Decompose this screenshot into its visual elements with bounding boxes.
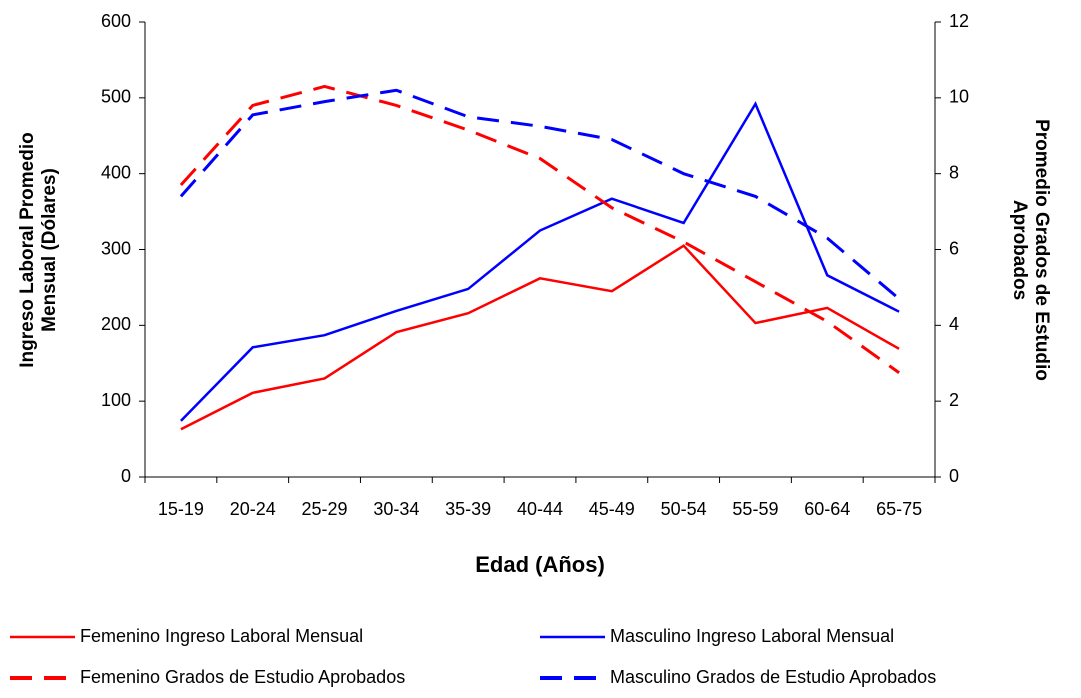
x-tick-label: 60-64 <box>804 499 850 519</box>
x-tick-label: 30-34 <box>373 499 419 519</box>
y-tick-label: 0 <box>121 466 131 486</box>
x-tick-label: 35-39 <box>445 499 491 519</box>
series-line <box>179 84 900 374</box>
y2-tick-label: 12 <box>949 11 969 31</box>
y2-tick-label: 4 <box>949 314 959 334</box>
legend-label: Femenino Grados de Estudio Aprobados <box>80 667 405 687</box>
x-tick-label: 55-59 <box>732 499 778 519</box>
x-tick-label: 15-19 <box>158 499 204 519</box>
y-axis-title-line: Mensual (Dólares) <box>39 168 60 332</box>
y-axis-title: Ingreso Laboral Promedio Mensual (Dólare… <box>17 132 60 367</box>
y-tick-label: 400 <box>101 162 131 182</box>
y2-axis-title-line: Promedio Grados de Estudio <box>1031 119 1052 381</box>
x-tick-label: 65-75 <box>876 499 922 519</box>
x-tick-label: 40-44 <box>517 499 563 519</box>
series-line <box>180 244 900 431</box>
x-axis-title: Edad (Años) <box>475 552 605 577</box>
y2-axis-title: Promedio Grados de Estudio Aprobados <box>1009 119 1052 381</box>
x-tick-label: 25-29 <box>302 499 348 519</box>
y-tick-label: 500 <box>101 87 131 107</box>
series-line <box>180 101 900 422</box>
y-tick-label: 600 <box>101 11 131 31</box>
y2-tick-label: 2 <box>949 390 959 410</box>
x-tick-label: 20-24 <box>230 499 276 519</box>
y-axis-title-line: Ingreso Laboral Promedio <box>17 132 38 367</box>
y2-tick-label: 8 <box>949 162 959 182</box>
x-tick-label: 50-54 <box>661 499 707 519</box>
y-tick-label: 200 <box>101 314 131 334</box>
y2-tick-label: 10 <box>949 87 969 107</box>
y2-tick-label: 0 <box>949 466 959 486</box>
series-line <box>179 88 901 300</box>
y2-axis-title-line: Aprobados <box>1009 200 1030 300</box>
legend-label: Masculino Grados de Estudio Aprobados <box>610 667 936 687</box>
legend-label: Masculino Ingreso Laboral Mensual <box>610 626 894 646</box>
y-tick-label: 100 <box>101 390 131 410</box>
legend-label: Femenino Ingreso Laboral Mensual <box>80 626 363 646</box>
x-tick-label: 45-49 <box>589 499 635 519</box>
y2-tick-label: 6 <box>949 238 959 258</box>
y-tick-label: 300 <box>101 238 131 258</box>
